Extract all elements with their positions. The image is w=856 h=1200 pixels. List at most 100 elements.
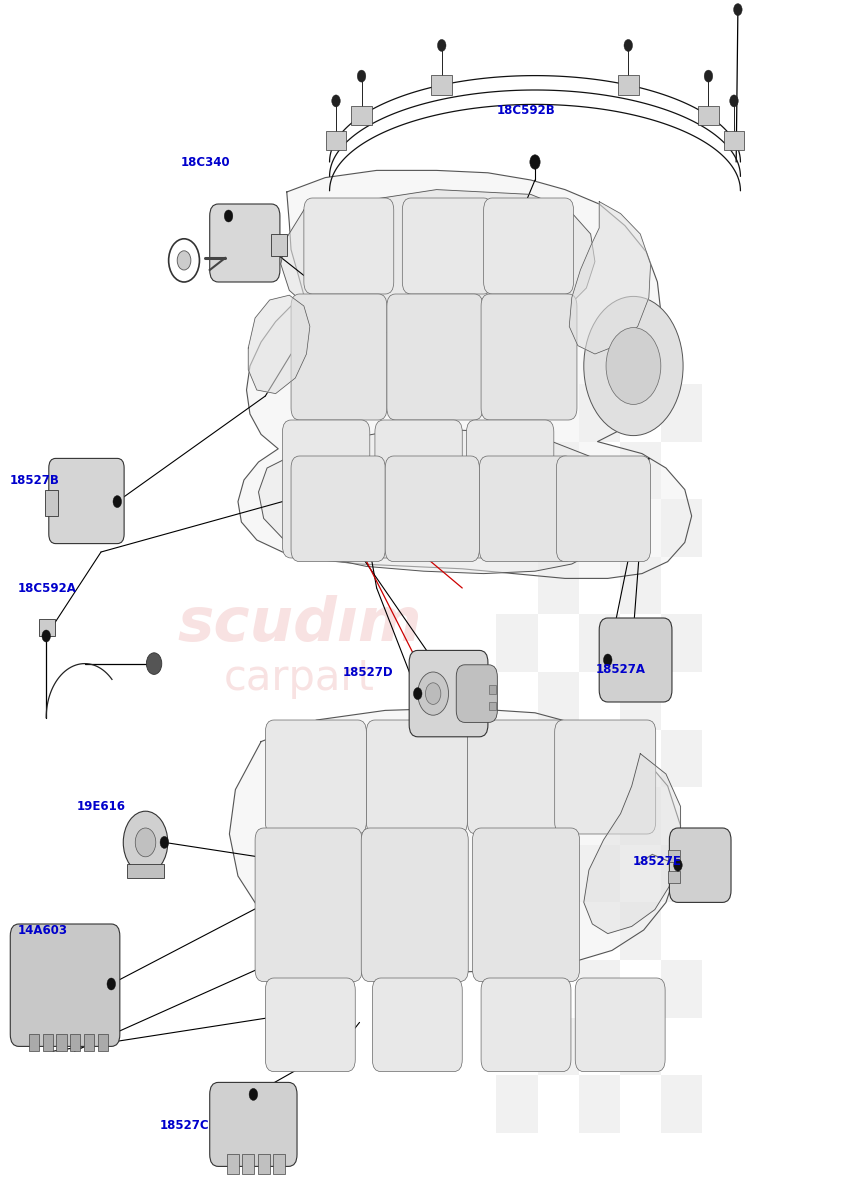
Bar: [538, 787, 579, 845]
Circle shape: [357, 70, 366, 82]
Circle shape: [418, 672, 449, 715]
Bar: [579, 499, 620, 557]
FancyBboxPatch shape: [409, 650, 488, 737]
FancyBboxPatch shape: [479, 456, 574, 562]
FancyBboxPatch shape: [49, 458, 124, 544]
Bar: [496, 614, 538, 672]
Polygon shape: [259, 430, 623, 574]
Text: 14A603: 14A603: [18, 924, 68, 936]
Text: 19E616: 19E616: [76, 800, 126, 812]
Circle shape: [413, 688, 422, 700]
Bar: [242, 1154, 254, 1174]
Circle shape: [674, 859, 682, 871]
FancyBboxPatch shape: [361, 828, 468, 982]
Bar: [271, 234, 287, 256]
Text: 18527D: 18527D: [342, 666, 394, 678]
Bar: [258, 1154, 270, 1174]
Circle shape: [606, 328, 661, 404]
FancyBboxPatch shape: [265, 720, 366, 834]
Polygon shape: [229, 708, 681, 972]
Circle shape: [113, 496, 122, 508]
FancyBboxPatch shape: [375, 420, 462, 558]
Bar: [496, 845, 538, 902]
Bar: [661, 614, 702, 672]
Circle shape: [249, 1088, 258, 1100]
Bar: [29, 1034, 39, 1051]
Bar: [273, 1154, 285, 1174]
Bar: [698, 106, 719, 125]
FancyBboxPatch shape: [372, 978, 462, 1072]
Bar: [496, 499, 538, 557]
Bar: [668, 850, 680, 862]
Bar: [538, 1018, 579, 1075]
Polygon shape: [248, 295, 310, 394]
FancyBboxPatch shape: [282, 420, 370, 558]
Bar: [56, 1034, 67, 1051]
FancyBboxPatch shape: [385, 456, 479, 562]
Bar: [431, 76, 452, 95]
FancyBboxPatch shape: [210, 1082, 297, 1166]
Bar: [489, 685, 496, 694]
Circle shape: [624, 40, 633, 52]
Text: 18C592B: 18C592B: [497, 104, 556, 116]
FancyBboxPatch shape: [669, 828, 731, 902]
Polygon shape: [569, 202, 651, 354]
FancyBboxPatch shape: [467, 720, 568, 834]
Bar: [351, 106, 372, 125]
Circle shape: [107, 978, 116, 990]
FancyBboxPatch shape: [291, 456, 385, 562]
Bar: [39, 619, 55, 636]
Bar: [489, 702, 496, 710]
Circle shape: [437, 40, 446, 52]
Circle shape: [584, 296, 683, 436]
Text: carpart: carpart: [224, 656, 375, 698]
Bar: [723, 131, 744, 150]
Bar: [579, 1075, 620, 1133]
Text: 18527A: 18527A: [596, 664, 645, 676]
Text: 18527B: 18527B: [9, 474, 59, 486]
Circle shape: [603, 654, 612, 666]
Circle shape: [42, 630, 51, 642]
Bar: [620, 672, 661, 730]
FancyBboxPatch shape: [210, 204, 280, 282]
Bar: [620, 902, 661, 960]
Bar: [661, 960, 702, 1018]
Bar: [579, 960, 620, 1018]
Circle shape: [729, 95, 738, 107]
Bar: [661, 845, 702, 902]
Bar: [98, 1034, 108, 1051]
Bar: [661, 499, 702, 557]
Bar: [326, 131, 347, 150]
Bar: [45, 490, 58, 516]
Circle shape: [135, 828, 156, 857]
Circle shape: [177, 251, 191, 270]
FancyBboxPatch shape: [556, 456, 651, 562]
FancyBboxPatch shape: [387, 294, 483, 420]
Bar: [620, 787, 661, 845]
Bar: [579, 384, 620, 442]
FancyBboxPatch shape: [366, 720, 467, 834]
FancyBboxPatch shape: [555, 720, 656, 834]
Circle shape: [123, 811, 168, 874]
FancyBboxPatch shape: [255, 828, 362, 982]
FancyBboxPatch shape: [481, 978, 571, 1072]
FancyBboxPatch shape: [575, 978, 665, 1072]
Polygon shape: [584, 754, 681, 934]
FancyBboxPatch shape: [473, 828, 580, 982]
Bar: [661, 384, 702, 442]
Bar: [620, 442, 661, 499]
Text: 18527C: 18527C: [159, 1120, 209, 1132]
Circle shape: [734, 4, 742, 16]
Bar: [661, 1075, 702, 1133]
Bar: [661, 730, 702, 787]
Text: 18527E: 18527E: [633, 856, 682, 868]
Circle shape: [224, 210, 233, 222]
Polygon shape: [238, 170, 692, 578]
Bar: [579, 730, 620, 787]
FancyBboxPatch shape: [467, 420, 554, 558]
Bar: [618, 76, 639, 95]
Bar: [620, 1018, 661, 1075]
FancyBboxPatch shape: [265, 978, 355, 1072]
Bar: [668, 871, 680, 883]
FancyBboxPatch shape: [599, 618, 672, 702]
